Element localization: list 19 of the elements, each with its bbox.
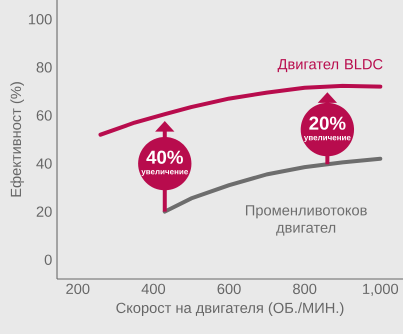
x-tick-label: 400 (142, 284, 166, 294)
y-tick-label: 0 (44, 254, 52, 265)
x-tick-label: 200 (66, 284, 90, 294)
x-axis-title: Скорост на двигателя (ОБ./МИН.) (116, 302, 344, 316)
y-tick-label: 20 (36, 206, 52, 217)
annotation: 40% (146, 150, 183, 164)
annotation: 20% (309, 116, 346, 130)
x-tick-label: 1,000 (363, 284, 398, 296)
annotation: увеличение (304, 136, 351, 142)
y-axis-title: Ефективност (%) (10, 82, 24, 197)
y-tick-label: 60 (36, 110, 52, 121)
y-tick-label: 80 (36, 62, 52, 73)
x-tick-label: 600 (218, 284, 241, 294)
x-tick-label: 800 (293, 284, 316, 294)
y-tick-label: 40 (36, 158, 52, 169)
series-label: Променливотоков двигател (246, 205, 367, 236)
series-label: Двигател BLDC (278, 58, 383, 72)
y-tick-label: 100 (28, 14, 52, 24)
annotation: увеличение (141, 170, 188, 176)
